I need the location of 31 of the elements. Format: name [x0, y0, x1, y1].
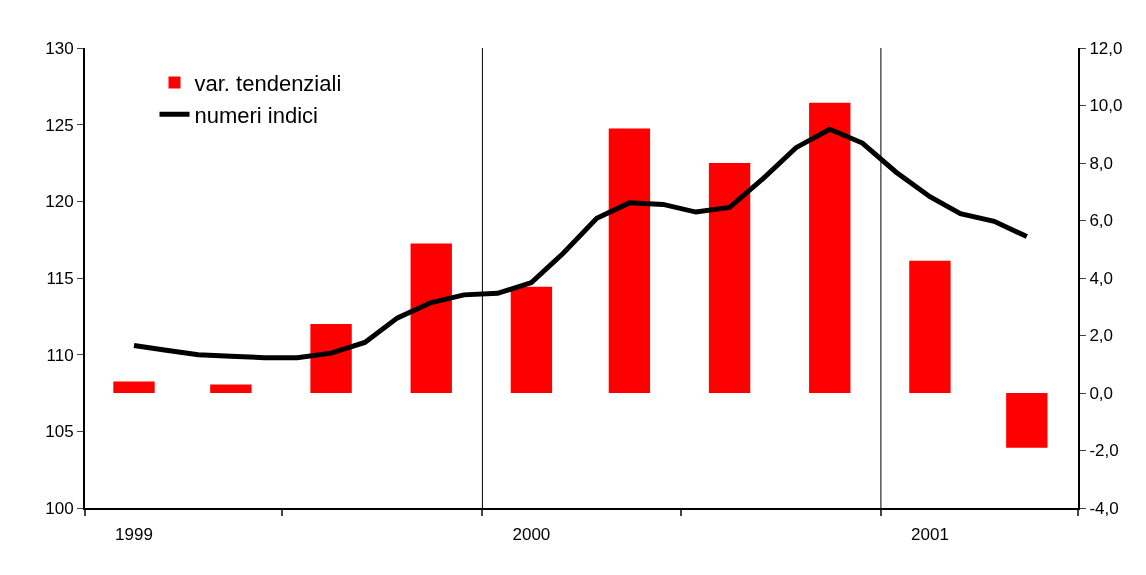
x-tick-label: 1999 — [115, 525, 153, 544]
y2-tick-label: 12,0 — [1089, 38, 1123, 58]
y-tick-label: 100 — [45, 498, 74, 518]
bar — [909, 260, 951, 393]
x-tick-label: 2000 — [512, 525, 551, 544]
y-tick-label: 110 — [46, 345, 74, 365]
y2-tick-label: -4,0 — [1089, 498, 1119, 518]
legend-label: var. tendenziali — [194, 71, 342, 97]
bar — [1006, 393, 1048, 448]
y2-tick-label: 6,0 — [1089, 211, 1114, 231]
legend-label: numeri indici — [194, 102, 319, 128]
y2-tick-label: -2,0 — [1089, 441, 1119, 461]
y2-tick-label: 0,0 — [1089, 383, 1114, 403]
y-tick-label: 115 — [46, 268, 74, 288]
bar — [608, 128, 651, 393]
y-tick-label: 125 — [45, 115, 74, 135]
bar — [809, 102, 851, 393]
bar — [708, 163, 751, 393]
y-tick-label: 120 — [45, 192, 74, 212]
bar — [113, 381, 155, 393]
y2-tick-label: 8,0 — [1089, 153, 1114, 173]
y2-tick-label: 2,0 — [1089, 326, 1114, 346]
bar — [310, 324, 352, 393]
y-tick-label: 105 — [45, 422, 74, 442]
y2-tick-label: 4,0 — [1089, 268, 1114, 288]
bar — [410, 243, 452, 393]
y-tick-label: 130 — [45, 38, 74, 58]
x-tick-label: 2001 — [911, 525, 949, 544]
bar — [510, 286, 553, 393]
bar — [210, 384, 252, 393]
y2-tick-label: 10,0 — [1089, 96, 1123, 116]
